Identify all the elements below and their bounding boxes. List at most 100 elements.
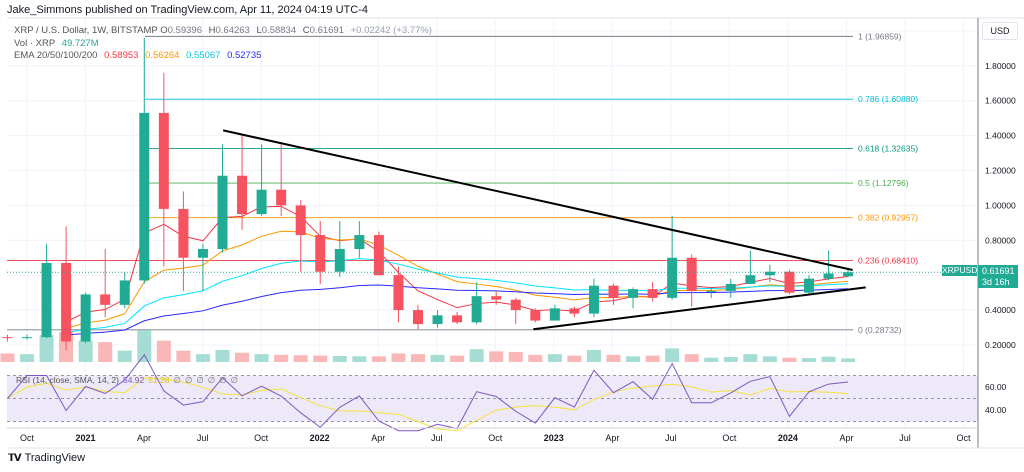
volume-bars (0, 330, 856, 362)
price-axis-label: 1.00000 (985, 200, 1016, 210)
rsi-legend-item: ∅ (208, 375, 216, 385)
candle-body (80, 294, 91, 342)
time-axis-label: Oct (957, 433, 972, 443)
candle-body (432, 315, 443, 325)
candle-body (139, 112, 150, 281)
candle-body (530, 310, 541, 321)
ema-50-line (65, 230, 849, 329)
volume-bar (20, 354, 34, 362)
symbol-title[interactable]: XRP / U.S. Dollar, 1W, BITSTAMP (14, 25, 158, 36)
volume-bar (332, 355, 347, 362)
volume-bar (743, 354, 758, 362)
volume-bar (293, 355, 308, 362)
rsi-legend: RSI (14, close, SMA, 14, 2) 54.92 51.28 ∅ ∅ ∅… (16, 375, 239, 385)
candle-body (61, 262, 72, 342)
candle-body (237, 175, 248, 215)
candle-body (647, 289, 658, 298)
volume-bar (626, 356, 641, 362)
time-axis-label: Apr (839, 433, 853, 443)
price-axis-label: 0.20000 (985, 340, 1016, 350)
rsi-axis-label: 40.00 (985, 405, 1007, 415)
volume-bar (547, 354, 562, 362)
volume-bar (195, 354, 210, 362)
volume-bar (411, 354, 425, 362)
volume-bar (528, 354, 543, 362)
volume-bar (567, 355, 582, 362)
candle-body (628, 289, 639, 298)
candle-body (804, 278, 814, 293)
volume-bar (0, 353, 15, 362)
rsi-legend-item: ∅ (231, 375, 239, 385)
symbol-row: XRP / U.S. Dollar, 1W, BITSTAMP O0.59396… (14, 25, 436, 38)
currency-button[interactable]: USD (982, 22, 1018, 40)
volume-bar (98, 342, 113, 362)
ema50-value: 0.56264 (145, 50, 180, 61)
rsi-sma-line (7, 377, 849, 432)
grid (7, 18, 978, 428)
time-axis-label: Oct (722, 433, 737, 443)
trendline (533, 286, 866, 331)
fib-level-label: 0.236 (0.68410) (858, 256, 918, 266)
bar-countdown: 3d 16h (982, 276, 1010, 287)
low-label: L (256, 25, 262, 36)
candle-body (745, 275, 756, 284)
close-label: C (302, 25, 310, 36)
time-axis-label: 2022 (310, 433, 330, 443)
rsi-band (7, 375, 978, 422)
rsi-legend-item: 51.28 (148, 375, 170, 385)
volume-bar (469, 349, 484, 362)
candles (2, 37, 978, 351)
rsi-legend-item: ∅ (219, 375, 227, 385)
volume-value: 49.727M (61, 37, 99, 49)
candle-body (178, 208, 189, 258)
volume-bar (782, 357, 797, 362)
volume-bar (606, 354, 621, 362)
fib-level-label: 1 (1.96859) (858, 31, 902, 41)
candle-body (197, 249, 208, 258)
volume-bar (684, 354, 699, 362)
volume-bar (117, 350, 132, 362)
ema-lines (65, 205, 849, 336)
ema-label[interactable]: EMA 20/50/100/200 (14, 50, 98, 61)
ema100-value: 0.55067 (186, 50, 221, 61)
candle-body (764, 271, 775, 276)
brand-name[interactable]: TradingView (24, 452, 86, 464)
close-value: 0.61691 (309, 25, 344, 36)
volume-bar (802, 358, 816, 362)
time-axis-label: Oct (488, 433, 503, 443)
candle-body (315, 235, 326, 272)
rsi-legend-item: ∅ (196, 375, 204, 385)
price-axis-label: 1.60000 (985, 96, 1016, 106)
rsi-axis-label: 60.00 (985, 382, 1007, 392)
open-label: O (160, 25, 168, 36)
volume-bar (723, 357, 738, 362)
candle-body (686, 257, 697, 291)
candle-body (413, 310, 423, 325)
volume-bar (176, 350, 191, 362)
candle-body (510, 299, 521, 311)
high-label: H (208, 25, 216, 36)
volume-bar (841, 358, 856, 362)
time-axis-label: Apr (137, 433, 151, 443)
price-axis-label: 0.80000 (985, 235, 1016, 245)
volume-bar (665, 348, 680, 362)
candle-body (608, 285, 619, 298)
time-axis-label: 2021 (76, 433, 96, 443)
last-price: 0.61691 (982, 266, 1015, 276)
rsi-pane: 60.00 40.00 RSI (14, close, SMA, 14, 2) 54.… (7, 353, 1007, 432)
candle-body (725, 283, 736, 291)
volume-bar (450, 355, 465, 362)
volume-label[interactable]: Vol · XRP (14, 37, 56, 49)
ema-100-line (66, 258, 849, 334)
volume-bar (137, 330, 152, 362)
volume-bar (430, 354, 445, 362)
volume-bar (371, 356, 386, 362)
ema-200-line (66, 284, 849, 336)
axes: Oct 2021 Apr Jul Oct 2022 Apr Jul Oct 2023 Apr Jul O… (7, 17, 1024, 449)
rsi-legend-item: RSI (14, close, SMA, 14, 2) (16, 375, 119, 385)
rsi-line (7, 353, 849, 432)
candle-body (295, 205, 306, 236)
volume-bar (645, 355, 660, 362)
volume-bar (352, 356, 367, 362)
